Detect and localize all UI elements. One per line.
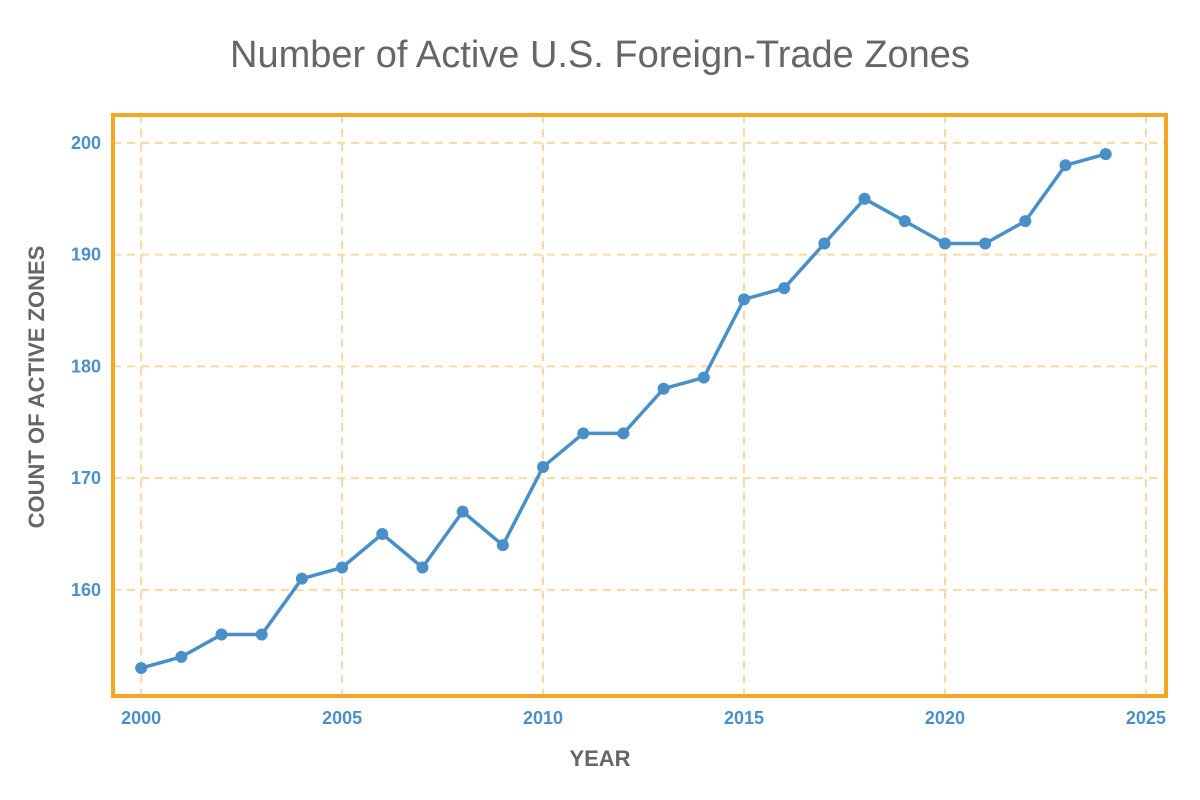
data-point	[175, 650, 188, 663]
x-tick-label: 2015	[724, 708, 764, 728]
plot-frame	[111, 113, 1168, 698]
y-tick-labels: 160 170 180 190 200	[71, 133, 101, 600]
y-tick-label: 160	[71, 580, 101, 600]
data-points	[135, 148, 1112, 675]
data-point	[416, 561, 429, 574]
grid-lines	[113, 115, 1166, 696]
data-point	[135, 662, 148, 675]
data-point	[858, 192, 871, 205]
data-point	[215, 628, 228, 641]
x-tick-labels: 2000 2005 2010 2015 2020 2025	[121, 708, 1166, 728]
x-tick-label: 2005	[322, 708, 362, 728]
y-tick-label: 170	[71, 468, 101, 488]
data-point	[376, 527, 389, 540]
y-tick-label: 190	[71, 245, 101, 265]
data-point	[818, 237, 831, 250]
data-point	[898, 215, 911, 228]
y-tick-label: 180	[71, 356, 101, 376]
y-axis-label: COUNT OF ACTIVE ZONES	[24, 245, 49, 529]
data-point	[537, 460, 550, 473]
data-point	[778, 282, 791, 295]
data-point	[1019, 215, 1032, 228]
data-point	[657, 382, 670, 395]
data-point	[255, 628, 268, 641]
series-line-layer	[140, 152, 1107, 670]
chart-title: Number of Active U.S. Foreign-Trade Zone…	[230, 34, 970, 76]
data-point	[496, 539, 509, 552]
x-tick-label: 2025	[1126, 708, 1166, 728]
data-point	[1059, 159, 1072, 172]
series-line	[140, 152, 1107, 670]
data-point	[1099, 148, 1112, 161]
data-point	[979, 237, 992, 250]
x-tick-label: 2000	[121, 708, 161, 728]
x-tick-label: 2010	[523, 708, 563, 728]
data-point	[737, 293, 750, 306]
x-tick-label: 2020	[925, 708, 965, 728]
x-axis-label: YEAR	[569, 746, 631, 771]
data-point	[617, 427, 630, 440]
data-point	[577, 427, 590, 440]
data-point	[938, 237, 951, 250]
data-point	[456, 505, 469, 518]
data-point	[336, 561, 349, 574]
y-tick-label: 200	[71, 133, 101, 153]
data-point	[697, 371, 710, 384]
data-point	[295, 572, 308, 585]
